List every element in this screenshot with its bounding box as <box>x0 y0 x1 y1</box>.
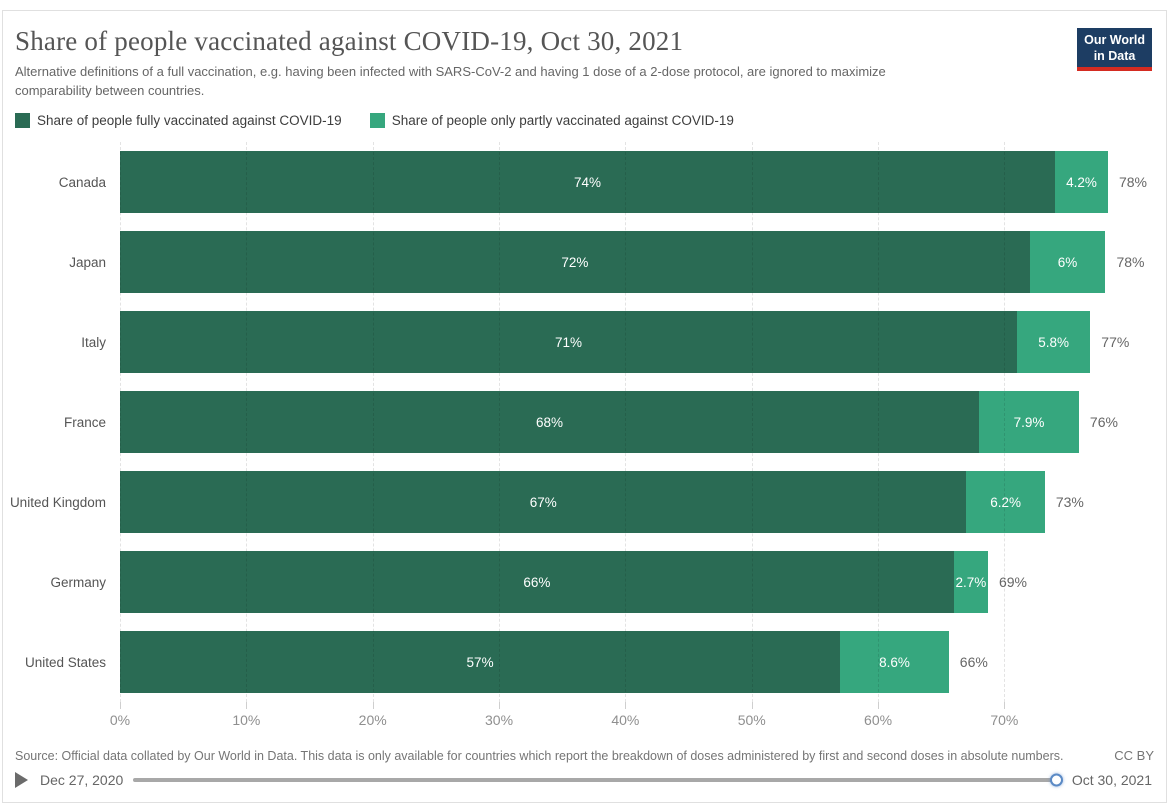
legend-item-partly[interactable]: Share of people only partly vaccinated a… <box>369 113 734 129</box>
bar-segment-fully[interactable]: 71% <box>120 311 1018 374</box>
footer: Source: Official data collated by Our Wo… <box>3 736 1166 763</box>
bar-track: 72% 6% 78% <box>120 231 1156 294</box>
bar-total-label: 76% <box>1089 414 1118 431</box>
owid-logo[interactable]: Our World in Data <box>1077 28 1152 72</box>
bar-segment-fully[interactable]: 72% <box>120 231 1030 294</box>
bar-segment-partly[interactable]: 6% <box>1029 231 1106 294</box>
bar-value-label: 67% <box>529 494 557 510</box>
axis-tick-label: 10% <box>232 712 261 729</box>
axis-tick <box>1004 702 1006 710</box>
bar-track: 67% 6.2% 73% <box>120 471 1156 534</box>
timeline: Dec 27, 2020 Oct 30, 2021 <box>3 763 1166 789</box>
axis-tick-label: 70% <box>990 712 1019 729</box>
chart-subtitle: Alternative definitions of a full vaccin… <box>15 63 886 98</box>
axis-tick <box>120 702 121 710</box>
bar-track: 57% 8.6% 66% <box>120 631 1156 694</box>
bar-value-label: 57% <box>466 654 494 670</box>
license-link[interactable]: CC BY <box>1114 748 1154 764</box>
bar-track: 74% 4.2% 78% <box>120 151 1156 214</box>
timeline-slider-handle[interactable] <box>1049 773 1063 787</box>
country-label: Canada <box>58 174 106 190</box>
bar-value-label: 71% <box>554 334 583 350</box>
bar-track: 68% 7.9% 76% <box>120 391 1156 454</box>
bar-track: 71% 5.8% 77% <box>120 311 1156 374</box>
bar-row: Canada 74% 4.2% 78% <box>3 142 1166 222</box>
axis-tick <box>372 702 374 710</box>
axis-tick-label: 50% <box>737 712 766 729</box>
legend-swatch-icon <box>15 113 30 129</box>
owid-logo-line2: in Data <box>1093 48 1136 63</box>
axis-tick <box>499 702 501 710</box>
chart-header: Share of people vaccinated against COVID… <box>3 11 1166 100</box>
bar-row: United Kingdom 67% 6.2% 73% <box>3 462 1166 542</box>
bar-value-label: 7.9% <box>1013 414 1045 430</box>
bar-segment-partly[interactable]: 2.7% <box>953 551 988 614</box>
bar-segment-fully[interactable]: 67% <box>120 471 967 534</box>
timeline-end-date: Oct 30, 2021 <box>1071 772 1152 789</box>
bar-row: France 68% 7.9% 76% <box>3 382 1166 462</box>
legend-label: Share of people only partly vaccinated a… <box>391 113 734 129</box>
legend-item-fully[interactable]: Share of people fully vaccinated against… <box>15 113 342 129</box>
country-label: Germany <box>50 574 106 590</box>
country-label: Japan <box>69 254 106 270</box>
bar-segment-fully[interactable]: 74% <box>120 151 1055 214</box>
owid-logo-line1: Our World <box>1084 33 1145 47</box>
bar-value-label: 5.8% <box>1038 334 1070 350</box>
play-icon[interactable] <box>15 772 28 789</box>
axis-tick-label: 30% <box>485 712 514 729</box>
axis-tick-label: 20% <box>358 712 387 729</box>
bar-value-label: 4.2% <box>1066 174 1097 190</box>
bar-value-label: 66% <box>523 574 551 590</box>
country-label: France <box>63 414 106 430</box>
bar-value-label: 68% <box>536 414 564 430</box>
bar-segment-fully[interactable]: 68% <box>120 391 980 454</box>
timeline-slider-track[interactable] <box>133 773 1063 787</box>
bar-row: Germany 66% 2.7% 69% <box>3 542 1166 622</box>
bar-total-label: 73% <box>1055 494 1084 511</box>
bar-segment-partly[interactable]: 6.2% <box>966 471 1045 534</box>
bar-segment-fully[interactable]: 66% <box>120 551 954 614</box>
bar-total-label: 77% <box>1101 334 1130 351</box>
axis-tick <box>751 702 753 710</box>
bar-segment-partly[interactable]: 7.9% <box>979 391 1079 454</box>
axis-tick-label: 0% <box>109 712 131 729</box>
bar-row: Italy 71% 5.8% 77% <box>3 302 1166 382</box>
page-title: Share of people vaccinated against COVID… <box>15 26 684 56</box>
x-axis: 0% 10% 20% 30% 40% 50% 60% 70% <box>110 702 1156 736</box>
bar-total-label: 66% <box>959 654 988 671</box>
bar-total-label: 69% <box>998 574 1027 591</box>
bar-value-label: 72% <box>561 254 589 270</box>
chart-frame: Share of people vaccinated against COVID… <box>2 10 1167 803</box>
bar-segment-partly[interactable]: 4.2% <box>1054 151 1108 214</box>
axis-tick <box>878 702 880 710</box>
bar-value-label: 6% <box>1057 254 1078 270</box>
bar-value-label: 2.7% <box>955 574 987 590</box>
plot-area: Canada 74% 4.2% 78% Japan 72% 6% 78% Italy 71% 5.8… <box>3 142 1166 703</box>
country-label: Italy <box>81 334 106 350</box>
legend: Share of people fully vaccinated against… <box>3 100 1166 129</box>
bar-total-label: 78% <box>1118 174 1148 191</box>
axis-tick-label: 40% <box>611 712 640 729</box>
bar-track: 66% 2.7% 69% <box>120 551 1156 614</box>
country-label: United States <box>24 654 106 670</box>
legend-label: Share of people fully vaccinated against… <box>37 113 342 129</box>
plot-rows: Canada 74% 4.2% 78% Japan 72% 6% 78% Italy 71% 5.8… <box>3 142 1166 702</box>
bar-value-label: 74% <box>573 174 601 190</box>
bar-row: United States 57% 8.6% 66% <box>3 622 1166 702</box>
bar-segment-fully[interactable]: 57% <box>120 631 841 694</box>
bar-segment-partly[interactable]: 5.8% <box>1017 311 1091 374</box>
bar-total-label: 78% <box>1116 254 1145 271</box>
bar-row: Japan 72% 6% 78% <box>3 222 1166 302</box>
bar-value-label: 6.2% <box>990 494 1022 510</box>
bar-segment-partly[interactable]: 8.6% <box>840 631 949 694</box>
source-text: Source: Official data collated by Our Wo… <box>15 749 1064 764</box>
axis-tick-label: 60% <box>864 712 893 729</box>
bar-value-label: 8.6% <box>879 654 910 670</box>
country-label: United Kingdom <box>9 494 106 510</box>
axis-tick <box>246 702 248 710</box>
axis-tick <box>625 702 627 710</box>
legend-swatch-icon <box>369 113 385 129</box>
timeline-start-date: Dec 27, 2020 <box>40 772 124 789</box>
